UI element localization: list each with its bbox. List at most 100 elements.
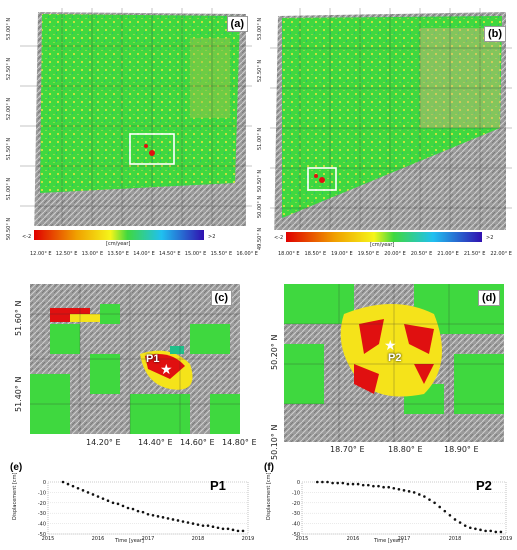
- colorbar-b-unit: [cm/year]: [370, 242, 395, 248]
- y-tick-label: -20: [292, 501, 300, 507]
- zoom-box-a: [129, 133, 175, 165]
- lon-tick: 18.50° E: [304, 251, 327, 257]
- panel-a-lat-0: 53.00° N: [6, 17, 12, 40]
- panel-a-lat-1: 52.50° N: [6, 57, 12, 80]
- data-point: [231, 528, 235, 532]
- data-point: [397, 487, 401, 491]
- data-point: [407, 490, 411, 493]
- lon-tick: 21.00° E: [437, 251, 459, 257]
- data-point: [206, 524, 210, 527]
- data-point: [474, 527, 477, 531]
- panel-c: ★ (c) P1: [30, 284, 240, 434]
- panel-d-lon-1: 18.80° E: [388, 445, 423, 454]
- data-point: [392, 486, 396, 490]
- data-point: [382, 485, 385, 489]
- panel-b-label: (b): [483, 26, 506, 42]
- data-point: [321, 480, 324, 484]
- lon-tick: 12.50° E: [55, 251, 78, 257]
- data-point: [241, 529, 245, 533]
- data-point: [453, 518, 457, 521]
- chart-f-ylabel: Displacement [cm]: [266, 472, 272, 520]
- data-point: [81, 489, 85, 492]
- data-point: [116, 502, 120, 506]
- panel-c-lon-0: 14.20° E: [86, 438, 121, 447]
- lon-tick: 14.50° E: [158, 251, 181, 257]
- panel-a-map: [20, 8, 252, 248]
- lon-tick: 20.50° E: [410, 251, 433, 257]
- x-tick-label: 2017: [398, 536, 411, 542]
- panel-f-label: (f): [264, 462, 274, 473]
- panel-d: ★ (d) P2: [284, 284, 504, 442]
- data-point: [377, 484, 380, 488]
- colorbar-a-min: <-2: [22, 234, 32, 240]
- x-tick-label: 2019: [500, 536, 513, 542]
- data-point: [191, 522, 195, 525]
- panel-b-lat-3: 50.50° N: [257, 169, 263, 192]
- data-point: [126, 506, 130, 510]
- panel-b-lon-ticks: 18.00° E 18.50° E 19.00° E 19.50° E 20.0…: [278, 251, 512, 257]
- data-point: [86, 491, 90, 494]
- panel-a-lat-2: 52.00° N: [6, 97, 12, 120]
- zoom-box-b: [307, 167, 337, 191]
- data-point: [66, 482, 70, 486]
- data-point: [186, 521, 190, 524]
- colorbar-b-max: >2: [486, 235, 494, 241]
- data-point: [161, 516, 165, 519]
- chart-e-title: P1: [210, 478, 226, 493]
- data-point: [221, 527, 225, 531]
- data-point: [367, 483, 370, 487]
- data-point: [443, 509, 447, 513]
- data-point: [341, 481, 345, 485]
- data-point: [372, 484, 375, 488]
- colorbar-a: [34, 230, 204, 240]
- lon-tick: 20.00° E: [384, 251, 406, 257]
- panel-d-lon-2: 18.90° E: [444, 445, 479, 454]
- panel-d-lat-0: 50.20° N: [270, 334, 279, 370]
- data-point: [438, 505, 441, 509]
- panel-e: (e) 0 -10 -20 -30 -40 -50 2015 2016 2017 2018 2019…: [10, 462, 256, 548]
- x-tick-label: 2017: [142, 536, 155, 542]
- chart-e-ylabel: Displacement [cm]: [12, 472, 18, 520]
- y-tick-label: -50: [38, 532, 46, 538]
- star-marker-p2: ★: [384, 337, 397, 353]
- panel-a-lat-4: 51.00° N: [6, 177, 12, 200]
- lon-tick: 13.50° E: [107, 251, 129, 257]
- data-point: [166, 517, 170, 520]
- data-point: [101, 497, 105, 500]
- data-point: [131, 507, 135, 511]
- data-point: [201, 524, 205, 527]
- y-tick-label: -40: [38, 522, 46, 528]
- data-point: [136, 509, 140, 513]
- data-point: [146, 512, 150, 516]
- panel-b-map: [270, 8, 512, 248]
- panel-c-lon-3: 14.80° E: [222, 438, 257, 447]
- y-tick-label: -30: [292, 511, 300, 517]
- lon-tick: 18.00° E: [278, 251, 300, 257]
- data-point: [469, 526, 472, 530]
- x-tick-label: 2019: [242, 536, 255, 542]
- chart-e-xlabel: Time [year]: [115, 538, 144, 544]
- data-point: [71, 484, 75, 488]
- colorbar-b: [286, 232, 482, 242]
- panel-c-lon-1: 14.40° E: [138, 438, 173, 447]
- data-point: [463, 524, 467, 527]
- data-point: [423, 495, 426, 498]
- data-point: [151, 513, 155, 517]
- y-tick-label: 0: [297, 480, 300, 486]
- data-point: [316, 480, 319, 484]
- lon-tick: 21.50° E: [463, 251, 486, 257]
- colorbar-a-max: >2: [208, 234, 216, 240]
- data-point: [211, 525, 215, 529]
- data-point: [156, 515, 160, 518]
- point-label-p1: P1: [146, 353, 160, 365]
- panel-a-lon-ticks: 12.00° E 12.50° E 13.00° E 13.50° E 14.0…: [30, 251, 258, 257]
- x-tick-label: 2016: [347, 536, 360, 542]
- panel-c-map: ★: [30, 284, 240, 434]
- panel-d-lat-1: 50.10° N: [270, 424, 279, 460]
- data-point: [433, 501, 436, 505]
- y-tick-label: -30: [38, 511, 46, 517]
- data-point: [76, 486, 80, 490]
- panel-b-lat-4: 50.00° N: [257, 195, 263, 218]
- data-point: [387, 485, 390, 489]
- data-point: [336, 481, 339, 485]
